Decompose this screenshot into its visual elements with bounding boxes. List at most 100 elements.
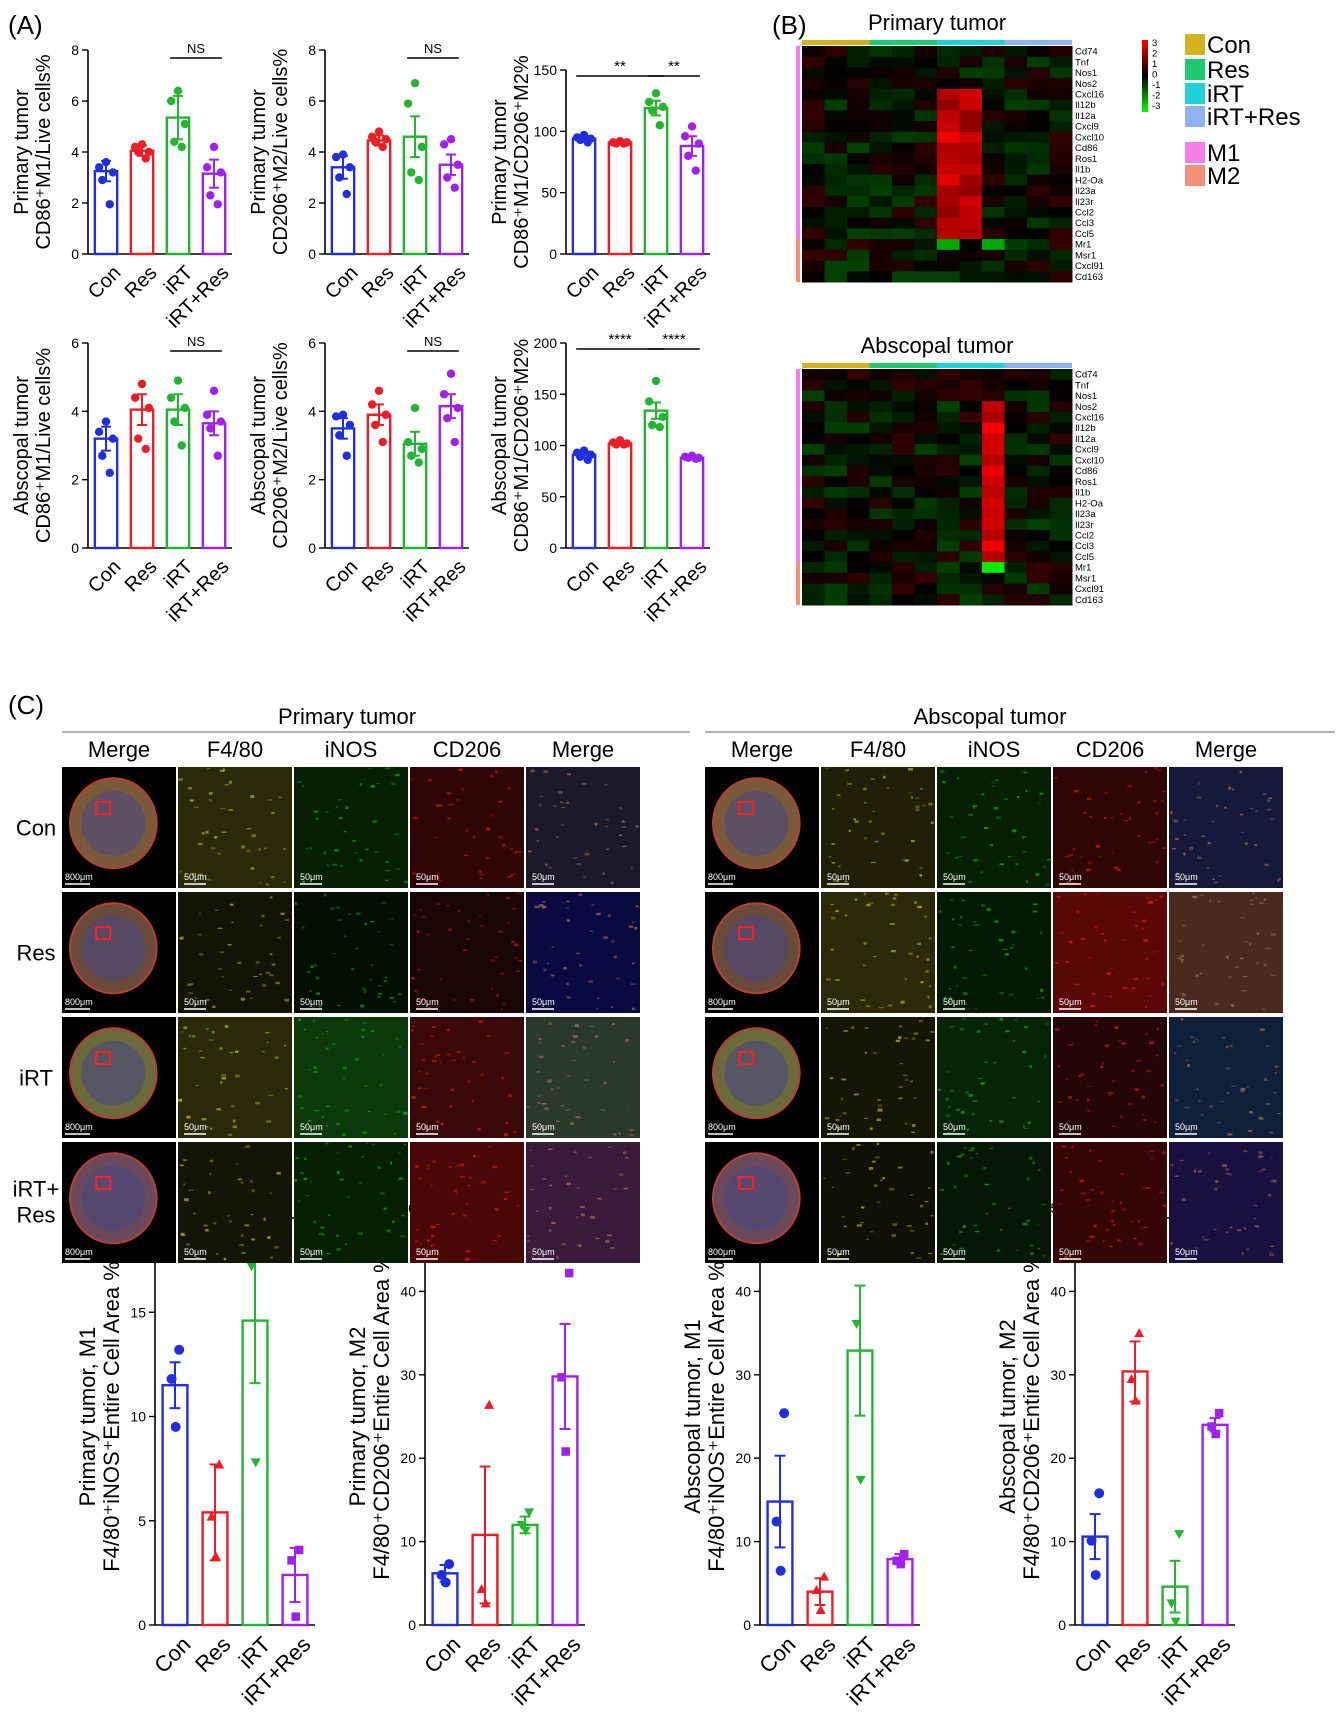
heatmap-cell	[937, 476, 960, 488]
image-tile: 50μm	[1053, 892, 1167, 1013]
heatmap-cell	[937, 206, 960, 219]
heatmap-cell	[1049, 422, 1073, 434]
scale-bar-label: 800μm	[708, 997, 736, 1007]
signal-speckle	[316, 976, 320, 980]
signal-speckle	[977, 1077, 983, 1080]
signal-speckle	[993, 1061, 996, 1064]
signal-speckle	[1095, 893, 1100, 895]
color-scale-label: -2	[1152, 91, 1160, 102]
gene-label: Mr1	[1075, 240, 1091, 251]
signal-speckle	[572, 1035, 578, 1038]
heatmap-cell	[937, 46, 960, 58]
y-axis-label-line: CD86⁺M1/Live cells%	[33, 348, 55, 543]
signal-speckle	[1256, 932, 1260, 936]
signal-speckle	[410, 778, 413, 781]
signal-speckle	[466, 938, 470, 940]
heatmap-cell	[959, 88, 983, 101]
signal-speckle	[1249, 903, 1254, 905]
heatmap-cell	[959, 390, 983, 402]
heatmap-cell	[869, 551, 893, 563]
signal-speckle	[1094, 926, 1098, 929]
heatmap-cell	[847, 46, 870, 58]
heatmap-cell	[892, 369, 915, 381]
heatmap-cell	[802, 164, 825, 176]
signal-speckle	[490, 959, 495, 962]
signal-speckle	[955, 985, 959, 987]
signal-speckle	[343, 935, 346, 937]
gene-label: Il12b	[1075, 423, 1096, 434]
signal-speckle	[1249, 1110, 1253, 1114]
heatmap-cell	[1004, 185, 1028, 197]
heatmap-cell	[824, 594, 848, 606]
data-point	[141, 444, 150, 454]
signal-speckle	[336, 1247, 341, 1251]
heatmap-cell	[824, 487, 848, 499]
y-axis-label: Primary tumorCD206⁺M2/Live cells%	[248, 49, 292, 255]
bar-Res	[1121, 1370, 1149, 1627]
legend-label: Res	[1207, 57, 1250, 84]
signal-speckle	[829, 1077, 834, 1080]
signal-speckle	[223, 1257, 227, 1261]
y-tick-label: 0	[549, 246, 557, 262]
signal-speckle	[1225, 1046, 1229, 1049]
signal-speckle	[939, 1253, 944, 1256]
signal-speckle	[1117, 1239, 1121, 1242]
scale-bar-label: 50μm	[1059, 1122, 1082, 1132]
heatmap-cell	[937, 271, 960, 283]
heatmap-cell	[1004, 508, 1028, 520]
signal-speckle	[952, 1244, 955, 1246]
heatmap-cell	[802, 497, 825, 509]
heatmap-cell	[892, 271, 915, 283]
signal-speckle	[548, 1206, 552, 1210]
heatmap-cell	[982, 422, 1005, 434]
signal-speckle	[1112, 1125, 1116, 1128]
x-tick-label: Res	[599, 262, 640, 303]
signal-speckle	[953, 965, 957, 969]
data-point	[583, 455, 592, 465]
signal-speckle	[844, 914, 848, 917]
signal-speckle	[622, 845, 627, 848]
image-tile: 50μm	[937, 892, 1051, 1013]
y-tick-label: 4	[71, 144, 79, 160]
signal-speckle	[566, 801, 570, 804]
signal-speckle	[891, 1234, 896, 1237]
signal-speckle	[325, 1125, 328, 1127]
signal-speckle	[937, 1088, 942, 1091]
signal-speckle	[970, 1147, 975, 1150]
data-point	[246, 1262, 257, 1272]
heatmap-cell	[1027, 121, 1050, 133]
heatmap-cell	[892, 508, 915, 520]
data-point	[250, 1458, 261, 1468]
signal-speckle	[925, 1039, 931, 1042]
signal-speckle	[1024, 1026, 1029, 1029]
heatmap-cell	[1049, 583, 1073, 595]
signal-speckle	[1079, 1179, 1084, 1183]
signal-speckle	[584, 852, 590, 856]
signal-speckle	[1037, 802, 1041, 804]
heatmap-cell	[959, 217, 983, 229]
heatmap-cell	[1027, 465, 1050, 477]
signal-speckle	[561, 807, 566, 809]
signal-speckle	[925, 1222, 929, 1225]
signal-speckle	[341, 1077, 347, 1079]
signal-speckle	[530, 769, 535, 773]
signal-speckle	[863, 942, 867, 945]
signal-speckle	[955, 857, 959, 859]
signal-speckle	[1269, 947, 1272, 949]
heatmap-cell	[824, 529, 848, 542]
data-point	[410, 78, 420, 88]
signal-speckle	[510, 848, 514, 850]
data-point	[815, 1604, 826, 1614]
signal-speckle	[251, 1189, 255, 1193]
signal-speckle	[517, 851, 523, 853]
signal-speckle	[1088, 957, 1093, 959]
signal-speckle	[490, 814, 495, 817]
data-point	[291, 1612, 300, 1621]
heatmap-cell	[869, 67, 893, 79]
heatmap-cell	[802, 260, 825, 272]
heatmap-cell	[1049, 572, 1073, 585]
image-tile: 50μm	[821, 1142, 935, 1263]
signal-speckle	[420, 1242, 423, 1245]
signal-speckle	[874, 840, 879, 843]
signal-speckle	[541, 901, 546, 903]
